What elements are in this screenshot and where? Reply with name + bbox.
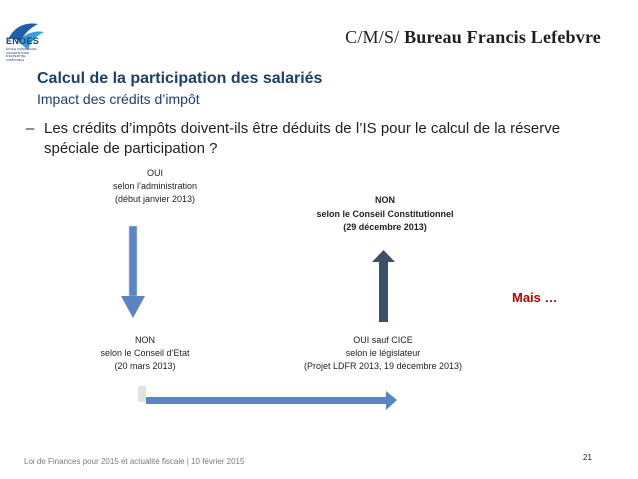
logo-sub-line: D'EXPERTISE COMPTABLE <box>6 54 26 62</box>
firm-cms: C/M/S/ <box>345 27 400 47</box>
node-line: (29 décembre 2013) <box>343 222 427 232</box>
node-oui-sauf-cice: OUI sauf CICE selon le législateur (Proj… <box>268 334 498 373</box>
connector-arrow-head <box>386 391 397 410</box>
logo-wordmark: ENOES <box>6 36 40 46</box>
firm-brand: C/M/S/ Bureau Francis Lefebvre <box>345 27 601 48</box>
question-text: Les crédits d’impôts doivent-ils être dé… <box>44 120 561 157</box>
page-number: 21 <box>583 453 592 462</box>
node-oui-administration: OUI selon l’administration (début janvie… <box>70 167 240 206</box>
node-line: (Projet LDFR 2013, 19 décembre 2013) <box>303 361 463 371</box>
node-line: (20 mars 2013) <box>114 361 176 371</box>
enoes-logo <box>8 23 44 50</box>
node-non-conseil-etat: NON selon le Conseil d’Etat (20 mars 201… <box>60 334 230 373</box>
connector-gray-stub <box>138 386 146 402</box>
question-bullet: – Les crédits d’impôts doivent-ils être … <box>26 119 606 159</box>
up-arrow-shaft <box>379 262 388 322</box>
node-line: selon le législateur <box>345 348 421 358</box>
up-arrow-head <box>372 250 395 262</box>
slide-title: Calcul de la participation des salariés <box>37 70 323 87</box>
mais-callout: Mais … <box>512 290 558 305</box>
down-arrow-head <box>121 296 145 318</box>
firm-name: Bureau Francis Lefebvre <box>404 27 601 47</box>
logo-sub-line: ÉCOLE SUPÉRIEURE <box>6 47 37 51</box>
node-line: OUI <box>146 168 163 178</box>
connector-horizontal <box>146 397 388 404</box>
logo-subtitle: ÉCOLE SUPÉRIEURE UNIVERSITAIRE D'EXPERTI… <box>6 47 42 62</box>
slide-subtitle: Impact des crédits d’impôt <box>37 91 200 107</box>
logo-sub-line: UNIVERSITAIRE <box>6 50 29 55</box>
node-line: (début janvier 2013) <box>114 194 196 204</box>
node-line: NON <box>375 195 395 205</box>
node-non-conseil-constitutionnel: NON selon le Conseil Constitutionnel (29… <box>275 194 495 235</box>
node-line: selon l’administration <box>112 181 198 191</box>
node-line: selon le Conseil Constitutionnel <box>316 208 454 219</box>
footer-text: Loi de Finances pour 2015 et actualité f… <box>24 457 245 466</box>
node-line: selon le Conseil d’Etat <box>100 348 190 358</box>
down-arrow-shaft <box>128 225 138 297</box>
node-line: OUI sauf CICE <box>353 335 413 345</box>
node-line: NON <box>135 335 155 345</box>
bullet-dash: – <box>26 120 35 137</box>
